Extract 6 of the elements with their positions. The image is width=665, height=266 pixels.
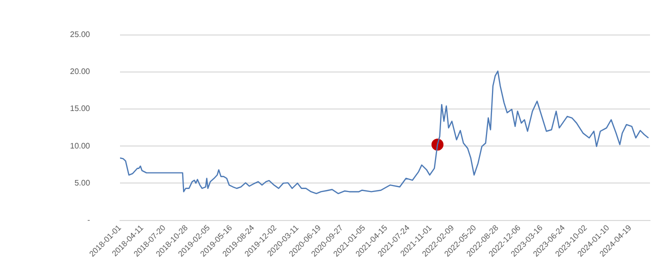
- y-tick-label: -: [87, 215, 90, 224]
- y-tick-label: 5.00: [74, 178, 91, 188]
- y-tick-label: 15.00: [70, 104, 91, 114]
- y-tick-label: 10.00: [70, 141, 91, 150]
- y-tick-label: 25.00: [70, 30, 91, 40]
- y-tick-label: 20.00: [70, 67, 91, 76]
